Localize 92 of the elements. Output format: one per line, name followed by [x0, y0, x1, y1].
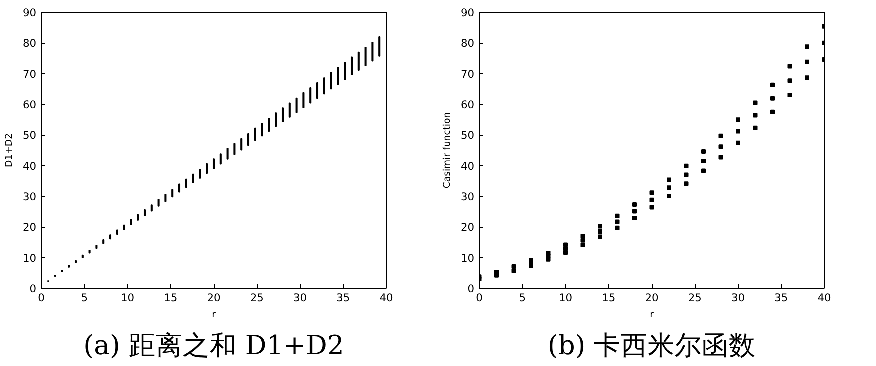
point [770, 82, 775, 88]
point [650, 190, 654, 196]
y-tick-label: 80 [22, 37, 37, 50]
y-tick-label: 0 [468, 282, 475, 296]
y-tick-label: 40 [22, 160, 37, 173]
point [650, 198, 654, 202]
y-tick-label: 10 [22, 252, 37, 265]
point [667, 186, 672, 190]
point [598, 224, 602, 229]
point [684, 182, 689, 186]
x-axis-title: r [650, 310, 654, 320]
x-tick-label: 15 [602, 292, 616, 304]
y-tick-label: 70 [460, 68, 475, 81]
point [753, 113, 758, 118]
x-tick-label: 0 [38, 292, 46, 304]
x-tick-label: 40 [380, 292, 394, 304]
y-tick-label: 60 [460, 98, 475, 112]
point [615, 220, 620, 224]
point [753, 100, 758, 106]
y-tick-label: 50 [22, 129, 37, 142]
x-tick-label: 5 [519, 292, 526, 304]
y-tick-label: 40 [460, 160, 475, 173]
point [667, 178, 672, 182]
x-tick-label: 10 [558, 292, 573, 304]
y-tick-label: 30 [460, 190, 475, 204]
point [684, 172, 689, 178]
x-tick-label: 25 [688, 292, 702, 304]
point [788, 93, 792, 98]
point [736, 118, 740, 122]
point [512, 268, 516, 274]
x-tick-label: 15 [164, 292, 178, 304]
point [753, 126, 758, 130]
point [684, 164, 689, 168]
x-tick-label: 25 [250, 292, 264, 304]
x-tick-label: 0 [476, 292, 484, 304]
point [718, 134, 724, 138]
y-tick-label: 80 [460, 37, 475, 50]
y-tick-label: 90 [22, 6, 37, 20]
point [615, 226, 620, 230]
text: (a) 距离之和 D1+D2 [84, 330, 344, 362]
point [632, 202, 637, 208]
point [564, 250, 568, 256]
x-tick-label: 30 [731, 292, 746, 304]
point [702, 168, 706, 174]
point [546, 257, 551, 262]
x-tick-label: 20 [645, 292, 659, 304]
x-tick-label: 5 [81, 292, 88, 304]
text: (b) 卡西米尔函数 [548, 330, 756, 362]
x-tick-label: 35 [774, 292, 788, 304]
point [580, 238, 586, 243]
point [615, 214, 620, 218]
y-tick-label: 20 [22, 221, 37, 234]
x-axis-title: r [212, 310, 216, 320]
point [598, 234, 602, 240]
y-tick-label: 70 [22, 68, 37, 81]
y-tick-label: 60 [22, 98, 37, 112]
point [632, 209, 637, 214]
point [736, 140, 740, 146]
point [788, 64, 792, 69]
point [598, 230, 602, 234]
y-tick-label: 50 [460, 129, 475, 142]
x-tick-label: 40 [818, 292, 832, 304]
point [718, 155, 724, 160]
y-tick-label: 20 [460, 221, 475, 234]
x-tick-label: 30 [293, 292, 308, 304]
y-tick-label: 30 [22, 190, 37, 204]
point [564, 246, 568, 252]
point [788, 78, 792, 84]
point [770, 110, 775, 114]
y-axis-title: Casimir function [442, 112, 453, 189]
point [805, 76, 810, 80]
point [805, 60, 810, 64]
point [770, 96, 775, 101]
y-tick-label: 0 [30, 282, 37, 296]
point [667, 194, 672, 198]
point [580, 243, 586, 248]
point [702, 158, 706, 164]
point [564, 242, 568, 248]
point [805, 44, 810, 50]
point [632, 216, 637, 221]
point [736, 129, 740, 134]
point [580, 234, 586, 239]
point [718, 144, 724, 150]
point [702, 149, 706, 154]
x-tick-label: 10 [120, 292, 135, 304]
y-tick-label: 10 [460, 252, 475, 265]
point [650, 205, 654, 210]
y-axis-title: D1+D2 [4, 133, 15, 168]
x-tick-label: 20 [207, 292, 221, 304]
y-tick-label: 90 [460, 6, 475, 20]
x-tick-label: 35 [336, 292, 350, 304]
point [512, 264, 516, 269]
